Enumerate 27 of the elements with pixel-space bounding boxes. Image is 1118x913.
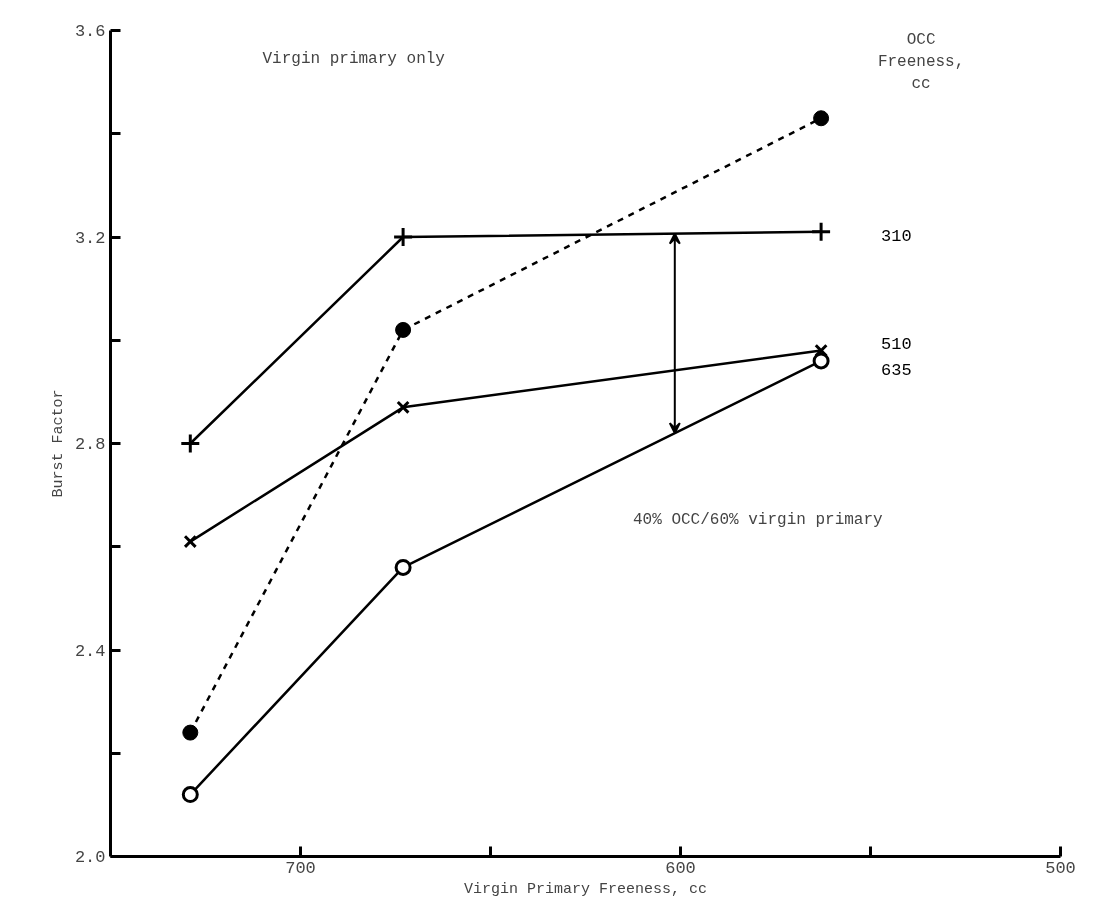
point (395, 321, 412, 338)
point (810, 221, 832, 243)
text: 635 (881, 360, 912, 380)
y-tick-label: 2.8 (74, 435, 106, 454)
x-tick-label: 600 (665, 858, 696, 878)
y-tick-label: 2.0 (74, 848, 106, 867)
annotation: Virgin primary only (262, 50, 446, 69)
y-tick-label: 3.2 (74, 228, 106, 248)
legend-title: OCC Freeness, cc (877, 30, 965, 93)
point (182, 724, 199, 741)
point (179, 433, 201, 454)
y-tick-label: 3.6 (74, 22, 106, 41)
x-tick-label: 700 (285, 858, 316, 878)
annotation: 40% OCC/60% virgin primary (633, 511, 884, 530)
x-axis-title: Virgin Primary Freeness, cc (463, 880, 708, 898)
y-tick-label: 2.4 (74, 641, 106, 661)
point (812, 352, 830, 370)
point (394, 558, 412, 576)
x-tick-label: 500 (1045, 858, 1076, 878)
text: 310 (881, 226, 912, 246)
point (392, 226, 414, 248)
point (183, 534, 198, 549)
point (181, 786, 199, 804)
point (813, 110, 830, 127)
text: 510 (881, 334, 912, 354)
point (396, 400, 410, 415)
y-axis-title: Burst Factor (49, 389, 67, 498)
